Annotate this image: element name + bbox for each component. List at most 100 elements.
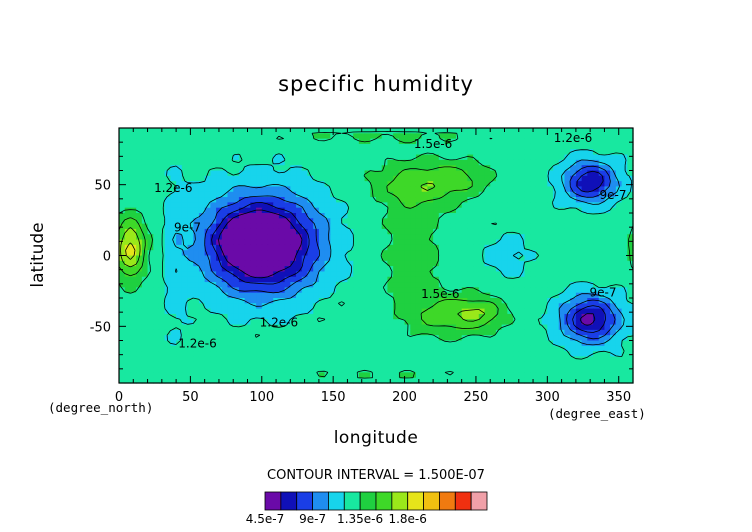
heatmap-cell bbox=[421, 133, 428, 140]
heatmap-cell bbox=[170, 128, 177, 134]
heatmap-cell bbox=[484, 313, 491, 320]
heatmap-cell bbox=[393, 228, 400, 235]
heatmap-cell bbox=[318, 181, 326, 188]
heatmap-cell bbox=[347, 282, 354, 288]
heatmap-cell bbox=[216, 276, 223, 283]
heatmap-cell bbox=[478, 213, 486, 219]
heatmap-cell bbox=[467, 255, 474, 262]
heatmap-cell bbox=[193, 234, 200, 241]
heatmap-cell bbox=[250, 329, 257, 336]
heatmap-cell bbox=[518, 356, 526, 363]
heatmap-cell bbox=[524, 128, 531, 134]
heatmap-cell bbox=[187, 266, 194, 273]
heatmap-cell bbox=[615, 313, 623, 320]
heatmap-cell bbox=[330, 207, 337, 214]
heatmap-cell bbox=[170, 356, 177, 363]
heatmap-cell bbox=[341, 351, 349, 358]
heatmap-cell bbox=[404, 276, 411, 283]
heatmap-cell bbox=[530, 276, 537, 283]
heatmap-cell bbox=[461, 266, 468, 273]
heatmap-cell bbox=[398, 345, 406, 352]
heatmap-cell bbox=[535, 361, 543, 368]
heatmap-cell bbox=[444, 244, 451, 251]
heatmap-cell bbox=[627, 234, 634, 241]
heatmap-cell bbox=[570, 329, 577, 336]
heatmap-cell bbox=[250, 218, 257, 225]
heatmap-cell bbox=[296, 181, 303, 188]
heatmap-cell bbox=[593, 356, 600, 363]
heatmap-cell bbox=[250, 250, 257, 257]
heatmap-cell bbox=[341, 329, 349, 336]
heatmap-cell bbox=[621, 218, 628, 225]
heatmap-cell bbox=[570, 170, 577, 177]
heatmap-cell bbox=[210, 324, 217, 331]
heatmap-cell bbox=[615, 361, 623, 368]
heatmap-cell bbox=[216, 213, 223, 219]
heatmap-cell bbox=[490, 372, 497, 379]
heatmap-cell bbox=[227, 313, 234, 320]
heatmap-cell bbox=[176, 260, 183, 267]
heatmap-cell bbox=[204, 361, 211, 368]
heatmap-cell bbox=[547, 186, 554, 193]
heatmap-cell bbox=[598, 250, 606, 257]
heatmap-cell bbox=[376, 377, 383, 384]
heatmap-cell bbox=[615, 340, 623, 347]
heatmap-cell bbox=[564, 287, 571, 294]
heatmap-cell bbox=[535, 367, 543, 373]
heatmap-cell bbox=[455, 191, 463, 198]
heatmap-cell bbox=[433, 271, 440, 278]
tick-label: 0 bbox=[115, 390, 123, 405]
heatmap-cell bbox=[621, 276, 628, 283]
heatmap-cell bbox=[421, 287, 428, 294]
heatmap-cell bbox=[256, 143, 263, 150]
heatmap-cell bbox=[216, 271, 223, 278]
heatmap-cell bbox=[604, 250, 611, 257]
heatmap-cell bbox=[370, 335, 377, 342]
heatmap-cell bbox=[296, 319, 303, 326]
heatmap-cell bbox=[176, 335, 183, 342]
heatmap-cell bbox=[524, 191, 531, 198]
heatmap-cell bbox=[238, 361, 246, 368]
heatmap-cell bbox=[558, 228, 566, 235]
heatmap-cell bbox=[598, 213, 606, 219]
heatmap-cell bbox=[324, 191, 331, 198]
heatmap-cell bbox=[404, 292, 411, 299]
heatmap-cell bbox=[547, 308, 554, 315]
heatmap-cell bbox=[153, 133, 160, 140]
heatmap-cell bbox=[490, 329, 497, 336]
heatmap-cell bbox=[238, 308, 246, 315]
heatmap-cell bbox=[238, 377, 246, 384]
heatmap-cell bbox=[193, 329, 200, 336]
heatmap-cell bbox=[216, 138, 223, 145]
heatmap-cell bbox=[358, 287, 366, 294]
heatmap-cell bbox=[501, 271, 508, 278]
heatmap-cell bbox=[119, 335, 126, 342]
heatmap-cell bbox=[278, 239, 286, 246]
heatmap-cell bbox=[370, 298, 377, 304]
colorbar-swatch bbox=[280, 491, 298, 511]
heatmap-cell bbox=[547, 143, 554, 150]
heatmap-cell bbox=[570, 361, 577, 368]
heatmap-cell bbox=[318, 298, 326, 304]
contour-labels: 1.5e-6 1.2e-61.2e-69e-79e-79e-71.5e-61.2e… bbox=[154, 131, 626, 350]
heatmap-cell bbox=[364, 165, 371, 172]
heatmap-cell bbox=[296, 128, 303, 134]
heatmap-cell bbox=[427, 202, 434, 209]
heatmap-cell bbox=[398, 143, 406, 150]
heatmap-cell bbox=[621, 244, 628, 251]
heatmap-cell bbox=[461, 313, 468, 320]
heatmap-cell bbox=[358, 324, 366, 331]
heatmap-cell bbox=[216, 149, 223, 156]
heatmap-cell bbox=[216, 329, 223, 336]
heatmap-cell bbox=[535, 308, 543, 315]
heatmap-cell bbox=[336, 303, 343, 310]
heatmap-cell bbox=[558, 255, 566, 262]
heatmap-cell bbox=[284, 133, 291, 140]
heatmap-cell bbox=[490, 170, 497, 177]
heatmap-cell bbox=[158, 175, 166, 182]
heatmap-cell bbox=[524, 292, 531, 299]
heatmap-cell bbox=[347, 186, 354, 193]
heatmap-cell bbox=[415, 329, 423, 336]
heatmap-cell bbox=[404, 213, 411, 219]
heatmap-cell bbox=[119, 377, 126, 384]
